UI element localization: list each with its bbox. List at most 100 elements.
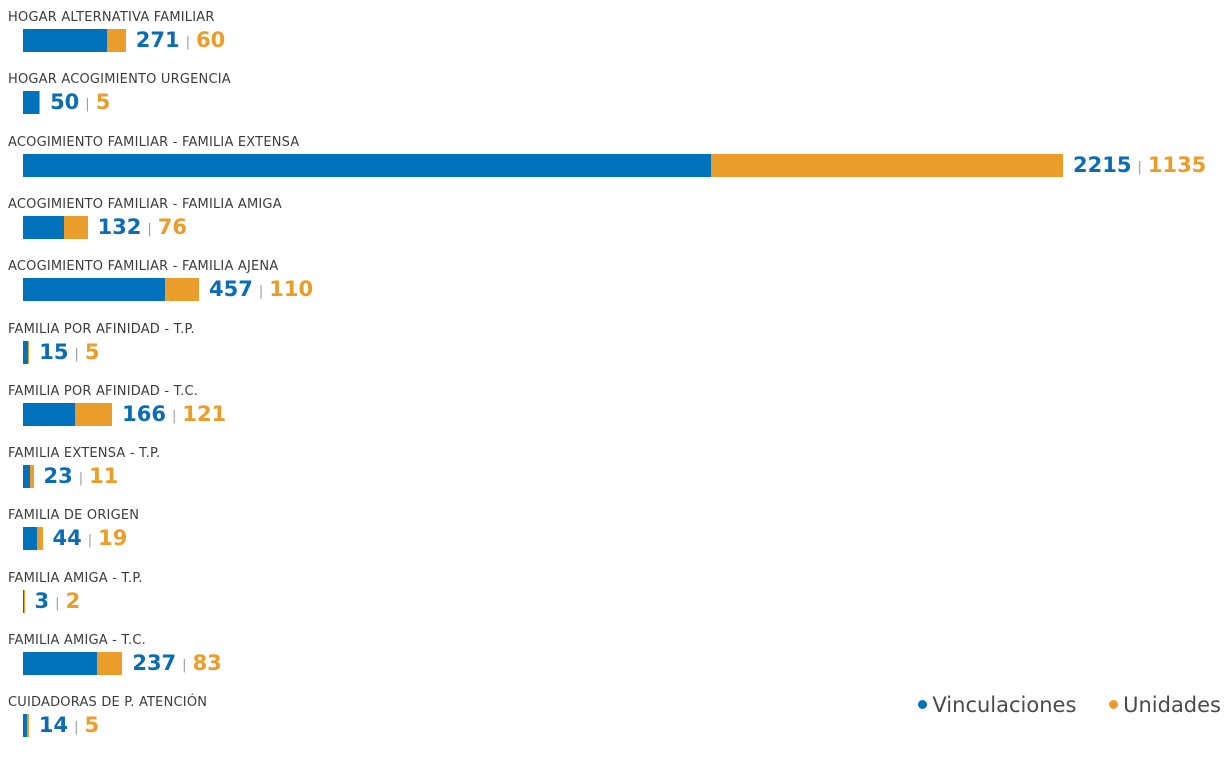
bar-unidades[interactable]	[30, 465, 34, 489]
value-label-unidades: 76	[157, 214, 188, 239]
bar-stack	[23, 278, 199, 302]
bar-stack	[23, 340, 30, 364]
value-label-unidades: 60	[195, 28, 226, 52]
value-label-unidades: 121	[182, 401, 227, 426]
value-label-vinculaciones: 3	[34, 588, 50, 613]
value-separator: |	[147, 221, 152, 237]
value-labels: 271 | 60	[136, 26, 225, 57]
category-label: FAMILIA DE ORIGEN	[8, 508, 140, 524]
bar-stack	[23, 465, 34, 489]
bar-unidades[interactable]	[710, 153, 1063, 177]
value-labels: 50 | 5	[50, 88, 110, 119]
bar-vinculaciones[interactable]	[23, 278, 165, 302]
value-label-vinculaciones: 271	[135, 28, 180, 52]
category-label: ACOGIMIENTO FAMILIAR - FAMILIA AMIGA	[8, 196, 282, 212]
category-label: CUIDADORAS DE P. ATENCIÓN	[8, 695, 208, 711]
chart-row: HOGAR ACOGIMIENTO URGENCIA 50 | 5	[0, 72, 1225, 134]
chart-row: FAMILIA EXTENSA - T.P. 23 | 11	[0, 446, 1225, 508]
bar-unidades[interactable]	[107, 29, 126, 52]
value-separator: |	[171, 408, 177, 424]
bar-vinculaciones[interactable]	[23, 153, 711, 177]
value-label-vinculaciones: 132	[97, 214, 142, 239]
bar-vinculaciones[interactable]	[23, 91, 39, 115]
value-label-unidades: 1135	[1147, 152, 1207, 177]
value-label-vinculaciones: 457	[209, 277, 253, 302]
value-separator: |	[182, 658, 187, 673]
value-labels: 132 | 76	[98, 213, 187, 244]
bar-unidades[interactable]	[23, 589, 25, 613]
value-label-unidades: 5	[84, 339, 100, 364]
bar-stack	[23, 91, 41, 115]
value-separator: |	[258, 284, 264, 300]
value-separator: |	[55, 595, 60, 611]
bar-vinculaciones[interactable]	[23, 215, 64, 239]
chart-legend: Vinculaciones Unidades	[892, 693, 1221, 717]
value-labels: 3 | 2	[35, 587, 81, 618]
value-separator: |	[74, 720, 79, 736]
bar-stack	[23, 714, 29, 738]
bar-vinculaciones[interactable]	[23, 589, 24, 613]
chart-row: FAMILIA AMIGA - T.C. 237 | 83	[0, 633, 1225, 695]
chart-row: HOGAR ALTERNATIVA FAMILIAR 271 | 60	[0, 10, 1225, 72]
category-label: FAMILIA AMIGA - T.C.	[8, 633, 146, 648]
bar-vinculaciones[interactable]	[23, 29, 108, 52]
value-labels: 14 | 5	[39, 711, 99, 742]
value-labels: 23 | 11	[44, 462, 119, 493]
bar-stack	[23, 29, 126, 52]
value-label-unidades: 19	[98, 526, 128, 551]
value-label-vinculaciones: 2215	[1073, 152, 1132, 177]
value-label-unidades: 2	[65, 588, 81, 613]
bar-vinculaciones[interactable]	[23, 652, 97, 675]
chart-row: FAMILIA DE ORIGEN 44 | 19	[0, 508, 1225, 570]
value-label-unidades: 5	[84, 713, 100, 738]
bar-vinculaciones[interactable]	[23, 527, 37, 551]
value-labels: 44 | 19	[53, 524, 128, 555]
value-label-unidades: 83	[192, 651, 222, 675]
bar-vinculaciones[interactable]	[23, 714, 28, 738]
legend-label-vinculaciones: Vinculaciones	[932, 693, 1077, 717]
bar-vinculaciones[interactable]	[23, 340, 28, 364]
bar-unidades[interactable]	[36, 527, 43, 551]
category-label: ACOGIMIENTO FAMILIAR - FAMILIA EXTENSA	[8, 134, 300, 150]
chart-row: FAMILIA POR AFINIDAD - T.P. 15 | 5	[0, 322, 1225, 384]
chart-row: ACOGIMIENTO FAMILIAR - FAMILIA EXTENSA 22…	[0, 135, 1225, 197]
value-label-vinculaciones: 14	[38, 713, 69, 738]
legend-label-unidades: Unidades	[1123, 693, 1221, 717]
legend-item-unidades[interactable]: Unidades	[1109, 693, 1221, 717]
category-label: HOGAR ALTERNATIVA FAMILIAR	[8, 10, 215, 25]
bar-stack	[23, 652, 123, 675]
value-separator: |	[1137, 159, 1142, 175]
category-label: FAMILIA POR AFINIDAD - T.C.	[8, 383, 199, 399]
chart-row: ACOGIMIENTO FAMILIAR - FAMILIA AMIGA 132 |…	[0, 197, 1225, 259]
value-separator: |	[87, 533, 93, 549]
bar-stack	[23, 215, 88, 239]
chart-row: CUIDADORAS DE P. ATENCIÓN 14 | 5	[0, 695, 1225, 757]
value-label-unidades: 110	[269, 277, 314, 302]
value-separator: |	[78, 471, 84, 487]
value-label-vinculaciones: 237	[132, 651, 177, 675]
value-label-vinculaciones: 15	[39, 339, 69, 364]
value-labels: 15 | 5	[39, 338, 99, 369]
bar-unidades[interactable]	[74, 402, 113, 426]
value-labels: 457 | 110	[209, 275, 313, 306]
bar-unidades[interactable]	[27, 714, 29, 738]
legend-swatch-vinculaciones	[918, 700, 928, 709]
bar-stack	[23, 402, 113, 426]
bar-unidades[interactable]	[27, 340, 30, 364]
chart-row: FAMILIA AMIGA - T.P. 3 | 2	[0, 571, 1225, 633]
legend-item-vinculaciones[interactable]: Vinculaciones	[918, 693, 1076, 717]
bar-unidades[interactable]	[164, 278, 199, 302]
value-label-vinculaciones: 166	[122, 401, 166, 426]
bar-stack	[23, 527, 43, 551]
bar-unidades[interactable]	[63, 215, 88, 239]
bar-unidades[interactable]	[38, 91, 41, 115]
bar-unidades[interactable]	[96, 652, 123, 675]
bar-vinculaciones[interactable]	[23, 402, 75, 426]
category-label: FAMILIA POR AFINIDAD - T.P.	[8, 321, 195, 337]
value-separator: |	[85, 97, 90, 113]
bar-stack	[23, 589, 25, 613]
value-labels: 166 | 121	[122, 400, 226, 431]
bar-vinculaciones[interactable]	[23, 465, 31, 489]
category-label: HOGAR ACOGIMIENTO URGENCIA	[8, 72, 231, 88]
